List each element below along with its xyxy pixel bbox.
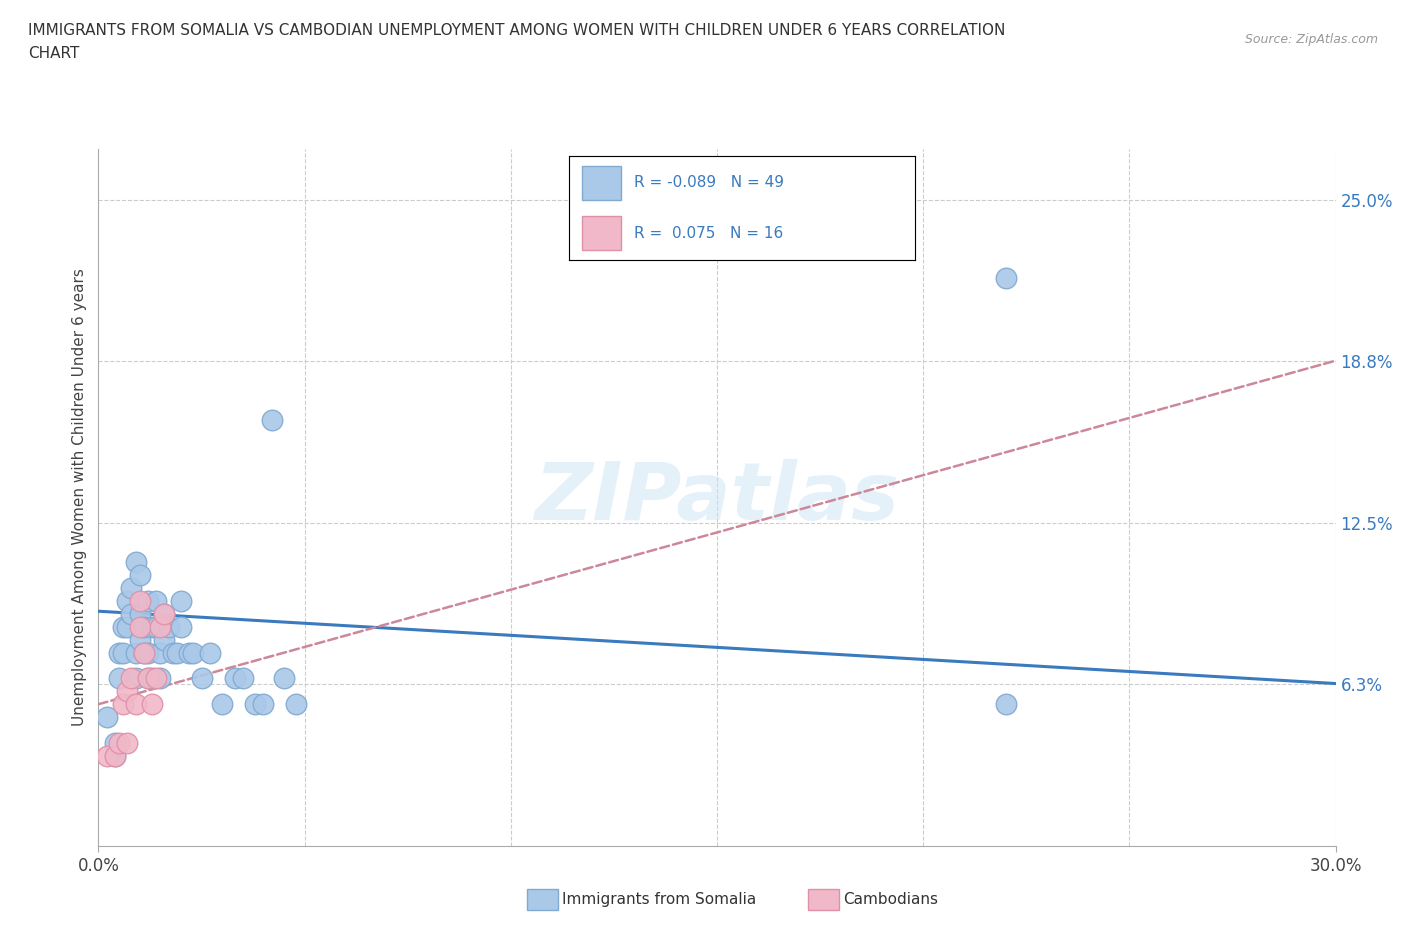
Point bbox=[108, 736, 131, 751]
Point bbox=[179, 645, 201, 660]
Point bbox=[181, 645, 204, 660]
Point bbox=[224, 671, 246, 685]
Point bbox=[141, 671, 163, 685]
Point bbox=[190, 671, 212, 685]
Point bbox=[128, 619, 150, 634]
Point bbox=[124, 554, 146, 569]
Point bbox=[145, 593, 167, 608]
Point bbox=[132, 645, 155, 660]
Point bbox=[124, 697, 146, 711]
Point bbox=[153, 632, 176, 647]
Point bbox=[141, 697, 163, 711]
Point bbox=[96, 749, 118, 764]
Point bbox=[108, 645, 131, 660]
Point bbox=[112, 697, 135, 711]
Point bbox=[117, 736, 139, 751]
Text: IMMIGRANTS FROM SOMALIA VS CAMBODIAN UNEMPLOYMENT AMONG WOMEN WITH CHILDREN UNDE: IMMIGRANTS FROM SOMALIA VS CAMBODIAN UNE… bbox=[28, 23, 1005, 38]
Point bbox=[120, 580, 142, 595]
Point bbox=[285, 697, 308, 711]
Point bbox=[149, 645, 172, 660]
Point bbox=[112, 619, 135, 634]
Point bbox=[108, 671, 131, 685]
Point bbox=[149, 671, 172, 685]
Point bbox=[128, 606, 150, 621]
Point bbox=[112, 645, 135, 660]
Point bbox=[117, 684, 139, 698]
Point bbox=[145, 671, 167, 685]
Point bbox=[120, 671, 142, 685]
Point bbox=[994, 697, 1017, 711]
Point bbox=[120, 606, 142, 621]
Point bbox=[252, 697, 274, 711]
Point bbox=[211, 697, 233, 711]
Point bbox=[136, 645, 159, 660]
Point bbox=[136, 671, 159, 685]
Point bbox=[117, 593, 139, 608]
Point bbox=[243, 697, 266, 711]
Point bbox=[104, 736, 127, 751]
Point bbox=[170, 619, 193, 634]
Point bbox=[145, 619, 167, 634]
Point bbox=[170, 593, 193, 608]
Point bbox=[141, 619, 163, 634]
Point bbox=[153, 606, 176, 621]
Text: Immigrants from Somalia: Immigrants from Somalia bbox=[562, 892, 756, 907]
Point bbox=[149, 619, 172, 634]
Point bbox=[104, 749, 127, 764]
Point bbox=[128, 632, 150, 647]
Point bbox=[166, 645, 188, 660]
Point bbox=[260, 413, 283, 428]
Point bbox=[132, 619, 155, 634]
Point bbox=[128, 567, 150, 582]
Text: Source: ZipAtlas.com: Source: ZipAtlas.com bbox=[1244, 33, 1378, 46]
Point bbox=[157, 619, 180, 634]
Point bbox=[273, 671, 295, 685]
Point bbox=[132, 645, 155, 660]
Point bbox=[124, 671, 146, 685]
Text: ZIPatlas: ZIPatlas bbox=[534, 458, 900, 537]
Point bbox=[136, 593, 159, 608]
Point bbox=[117, 619, 139, 634]
Text: Cambodians: Cambodians bbox=[844, 892, 939, 907]
Point bbox=[198, 645, 221, 660]
Point bbox=[104, 749, 127, 764]
Point bbox=[124, 645, 146, 660]
Point bbox=[232, 671, 254, 685]
Point bbox=[128, 593, 150, 608]
Point bbox=[994, 271, 1017, 286]
Point bbox=[96, 710, 118, 724]
Y-axis label: Unemployment Among Women with Children Under 6 years: Unemployment Among Women with Children U… bbox=[72, 269, 87, 726]
Point bbox=[136, 671, 159, 685]
Text: CHART: CHART bbox=[28, 46, 80, 61]
Point bbox=[162, 645, 184, 660]
Point bbox=[153, 606, 176, 621]
